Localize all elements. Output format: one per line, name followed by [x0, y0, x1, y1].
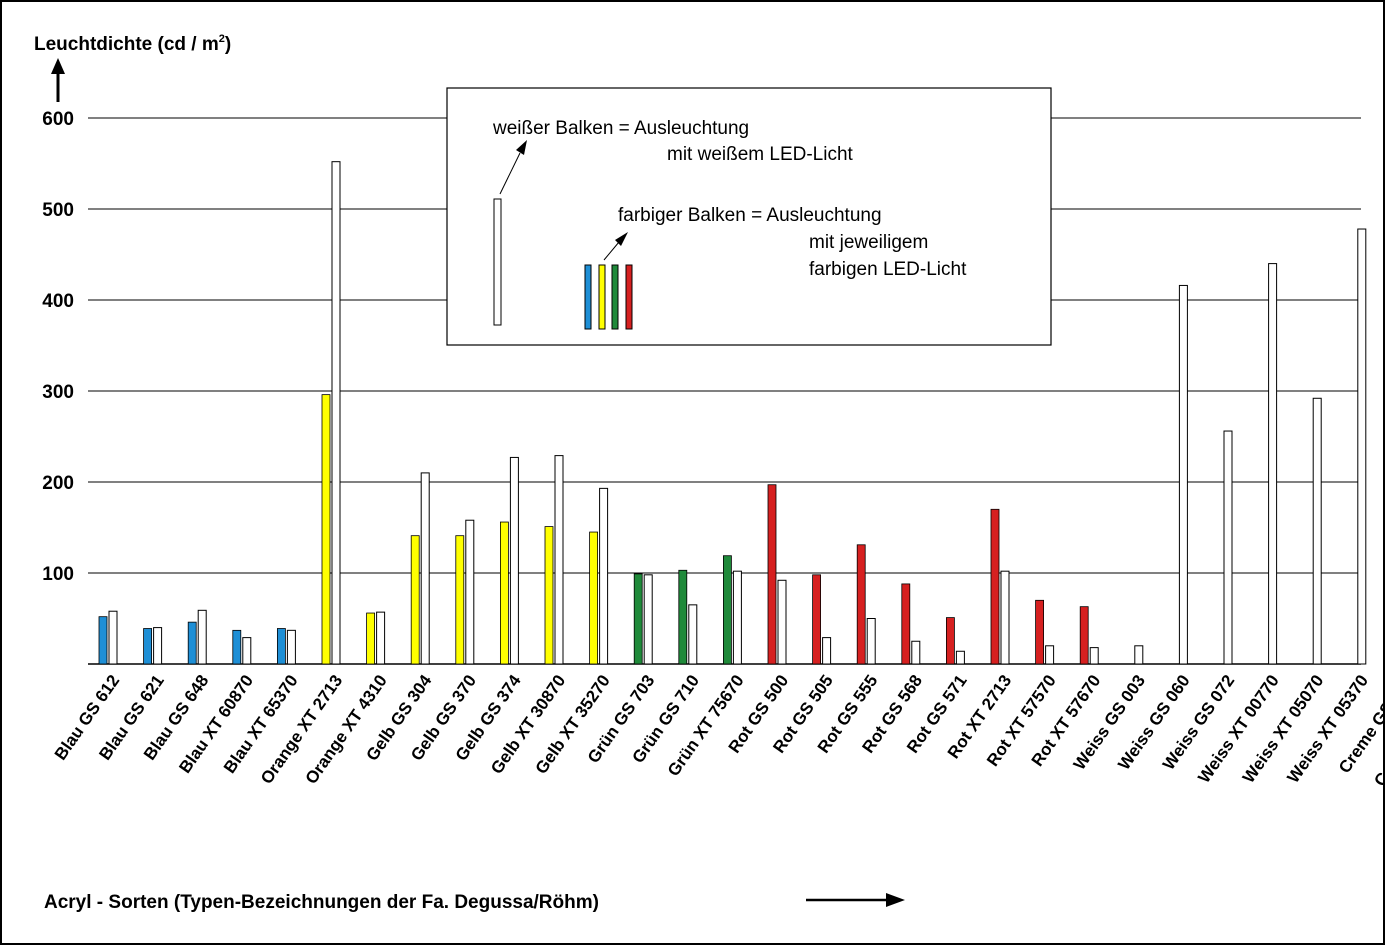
bar-white-light — [1000, 570, 1010, 665]
y-tick-label: 300 — [42, 382, 74, 403]
bar-colored-light — [1035, 599, 1044, 665]
bars — [98, 161, 1367, 665]
bar-white-light — [866, 618, 876, 665]
y-tick-labels: 100 200 300 400 500 600 — [42, 109, 74, 585]
legend-yellow-bar — [598, 264, 606, 330]
bar-white-light — [331, 161, 341, 665]
bar-white-light — [643, 574, 653, 665]
y-tick-label: 600 — [42, 109, 74, 130]
legend-color-line1: farbiger Balken = Ausleuchtung — [618, 205, 882, 226]
y-tick-label: 500 — [42, 200, 74, 221]
bar-white-light — [509, 456, 519, 665]
y-tick-label: 400 — [42, 291, 74, 312]
bar-white-light — [1357, 228, 1367, 665]
bar-white-light — [777, 579, 787, 665]
bar-white-light — [286, 629, 296, 665]
bar-colored-light — [232, 629, 242, 665]
bar-colored-light — [856, 544, 866, 665]
bar-colored-light — [187, 621, 197, 665]
bar-white-light — [554, 455, 564, 665]
bar-white-light — [688, 604, 698, 665]
bar-colored-light — [455, 535, 465, 665]
y-axis-title: Leuchtdichte (cd / m2) — [34, 33, 231, 55]
bar-colored-light — [901, 583, 911, 665]
bar-colored-light — [678, 569, 688, 665]
bar-white-light — [1312, 397, 1322, 665]
bar-white-light — [955, 650, 965, 665]
bar-white-light — [822, 637, 832, 665]
bar-white-light — [732, 570, 742, 665]
legend-color-line3: farbigen LED-Licht — [809, 259, 967, 280]
x-axis-title: Acryl - Sorten (Typen-Bezeichnungen der … — [44, 892, 599, 913]
bar-white-light — [599, 487, 609, 665]
legend-color-line2: mit jeweiligem — [809, 232, 928, 253]
y-arrow-icon — [51, 58, 65, 102]
legend-green-bar — [611, 264, 619, 330]
bar-white-light — [242, 637, 252, 665]
bar-colored-light — [410, 535, 420, 665]
bar-colored-light — [946, 617, 955, 665]
bar-colored-light — [98, 616, 108, 665]
legend-white-line1: weißer Balken = Ausleuchtung — [492, 118, 749, 139]
legend-arrow-icon-2 — [615, 232, 628, 246]
bar-white-light — [1178, 284, 1188, 665]
bar-white-light — [376, 611, 386, 665]
y-axis-title-close: ) — [225, 34, 231, 55]
bar-white-light — [1089, 647, 1099, 665]
bar-colored-light — [321, 394, 331, 665]
bar-white-light — [911, 640, 921, 665]
bar-colored-light — [633, 573, 643, 665]
bar-colored-light — [544, 526, 554, 665]
bar-white-light — [1134, 645, 1144, 665]
bar-colored-light — [990, 508, 1000, 665]
x-arrow-icon — [806, 893, 905, 907]
bar-white-light — [1268, 263, 1278, 665]
y-tick-label: 200 — [42, 473, 74, 494]
legend-white-line2: mit weißem LED-Licht — [667, 144, 854, 165]
bar-colored-light — [1079, 606, 1089, 665]
legend-white-bar — [493, 198, 502, 326]
y-tick-label: 100 — [42, 564, 74, 585]
bar-colored-light — [366, 612, 376, 665]
bar-colored-light — [276, 628, 286, 665]
legend-box: weißer Balken = Ausleuchtung mit weißem … — [446, 87, 1052, 346]
bar-colored-light — [499, 521, 509, 665]
legend-blue-bar — [584, 264, 592, 330]
y-axis-title-main: Leuchtdichte (cd / m — [34, 34, 219, 55]
bar-colored-light — [143, 628, 153, 665]
y-axis-title-sup: 2 — [219, 33, 225, 45]
bar-white-light — [1223, 430, 1233, 665]
bar-white-light — [153, 627, 163, 665]
bar-white-light — [420, 472, 430, 665]
bar-white-light — [197, 609, 207, 665]
bar-colored-light — [723, 555, 732, 665]
bar-white-light — [108, 610, 118, 665]
bar-colored-light — [767, 484, 777, 665]
bar-colored-light — [812, 574, 821, 665]
bar-white-light — [1045, 645, 1055, 665]
legend-arrow-icon — [516, 140, 527, 155]
bar-white-light — [465, 519, 475, 665]
legend-red-bar — [625, 264, 633, 330]
bar-colored-light — [589, 531, 598, 665]
